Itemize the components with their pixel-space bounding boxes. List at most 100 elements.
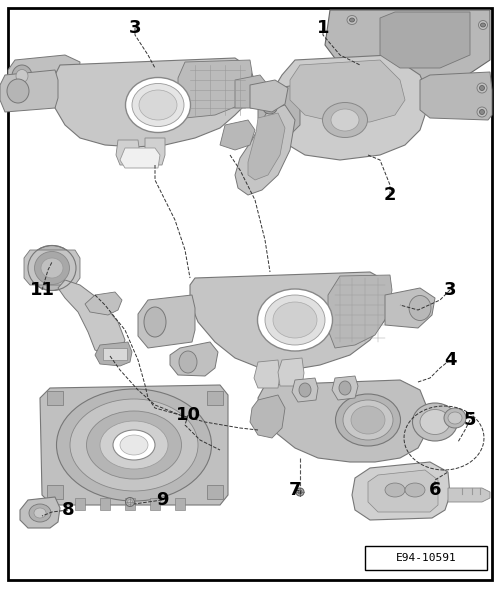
Text: 8: 8 [62,501,74,519]
Polygon shape [278,358,304,386]
Ellipse shape [273,302,317,338]
Ellipse shape [331,109,359,131]
Polygon shape [250,395,285,438]
Polygon shape [235,75,268,108]
Text: 4: 4 [444,351,456,369]
Text: 6: 6 [429,481,442,499]
Text: 1: 1 [317,19,329,37]
Text: 9: 9 [156,491,168,509]
Polygon shape [40,385,228,505]
Polygon shape [95,342,132,366]
Ellipse shape [299,383,311,397]
Polygon shape [420,72,492,120]
Ellipse shape [41,258,63,278]
Polygon shape [380,12,470,68]
Ellipse shape [296,488,304,496]
Ellipse shape [351,406,385,434]
Ellipse shape [126,77,190,132]
Ellipse shape [144,307,166,337]
Text: 2: 2 [384,186,396,204]
Ellipse shape [480,23,486,27]
Polygon shape [52,58,255,147]
Bar [125,498,135,510]
Polygon shape [178,60,252,118]
Ellipse shape [28,246,76,290]
Ellipse shape [126,498,134,507]
Ellipse shape [132,83,184,126]
Bar [100,498,110,510]
Bar [103,348,127,360]
Ellipse shape [258,289,332,351]
Polygon shape [24,250,80,285]
Ellipse shape [56,389,212,501]
Ellipse shape [343,400,393,440]
Polygon shape [235,105,295,195]
Ellipse shape [412,403,458,441]
Ellipse shape [7,79,29,103]
Polygon shape [120,148,160,168]
Ellipse shape [448,412,462,424]
Polygon shape [292,378,318,402]
Bar [207,485,223,499]
Polygon shape [248,113,285,180]
Ellipse shape [139,90,177,120]
Ellipse shape [339,381,351,395]
Text: 5: 5 [464,411,476,429]
Ellipse shape [480,85,484,91]
Ellipse shape [120,435,148,455]
Polygon shape [352,462,450,520]
Ellipse shape [34,508,46,518]
Ellipse shape [477,83,487,93]
Ellipse shape [480,110,484,114]
Polygon shape [448,488,490,502]
Polygon shape [85,292,122,315]
Text: 7: 7 [289,481,301,499]
Polygon shape [258,380,428,462]
Ellipse shape [444,408,466,428]
Ellipse shape [86,411,182,479]
Text: 11: 11 [30,281,54,299]
Bar [175,498,185,510]
Polygon shape [58,280,125,356]
Bar [47,485,63,499]
Bar [207,391,223,405]
Ellipse shape [322,103,368,138]
Ellipse shape [128,499,132,504]
Ellipse shape [336,394,400,446]
Bar [365,546,487,570]
Text: 3: 3 [129,19,141,37]
Ellipse shape [16,70,28,82]
Ellipse shape [265,295,325,345]
Polygon shape [250,80,288,112]
Ellipse shape [409,296,431,321]
Text: 3: 3 [444,281,456,299]
Polygon shape [368,470,438,512]
Polygon shape [328,275,392,348]
Polygon shape [220,120,255,150]
Polygon shape [8,55,80,92]
Polygon shape [332,376,358,400]
Ellipse shape [179,351,197,373]
Ellipse shape [405,483,425,497]
Bar [75,498,85,510]
Ellipse shape [100,421,168,469]
Ellipse shape [113,430,155,460]
Ellipse shape [70,399,198,491]
Polygon shape [145,138,165,165]
Ellipse shape [298,490,302,494]
Bar [47,391,63,405]
Polygon shape [268,55,430,160]
Ellipse shape [12,65,32,87]
Ellipse shape [263,102,277,114]
Polygon shape [258,85,300,135]
Polygon shape [254,360,280,388]
Polygon shape [0,70,58,112]
Bar [150,498,160,510]
Ellipse shape [477,107,487,117]
Polygon shape [116,140,140,165]
Ellipse shape [350,18,354,22]
Ellipse shape [420,409,450,434]
Ellipse shape [478,20,488,29]
Polygon shape [290,60,405,122]
Polygon shape [20,497,60,528]
